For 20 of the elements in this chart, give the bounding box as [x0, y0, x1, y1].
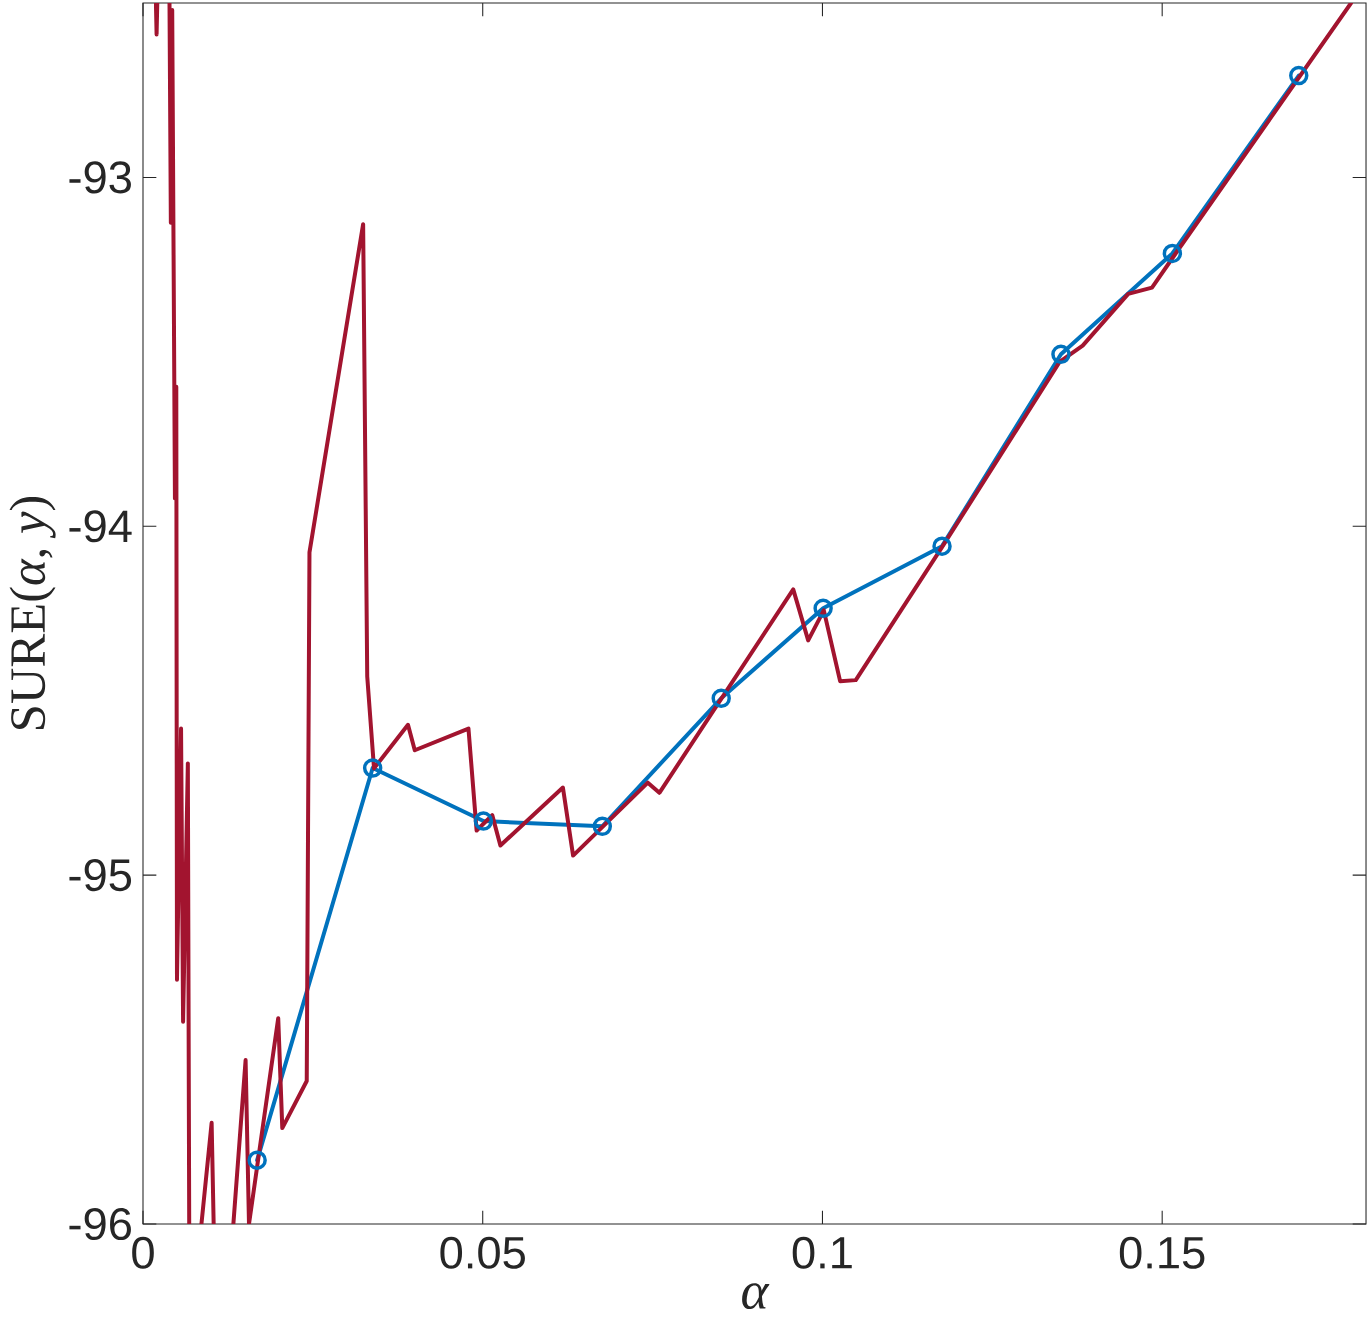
point [932, 536, 952, 556]
y-tick-label: -93 [69, 161, 131, 194]
y-tick-label: -96 [69, 1207, 131, 1241]
point [711, 688, 731, 708]
y-axis-title: SURE(α, y) [9, 496, 56, 729]
x-tick-label: 0.05 [440, 1236, 525, 1269]
x-tick-label: 0 [132, 1236, 154, 1269]
point [247, 1150, 267, 1170]
point [1162, 243, 1183, 264]
x-tick-label: 0.15 [1119, 1236, 1205, 1269]
point [362, 758, 383, 778]
x-tick-label: 0.1 [792, 1236, 852, 1269]
y-tick-label: -95 [69, 859, 132, 892]
point [813, 598, 833, 618]
point [473, 811, 494, 831]
point [1289, 65, 1309, 86]
point [592, 816, 613, 837]
point [1051, 344, 1071, 365]
x-axis-title: α [742, 1283, 770, 1309]
y-tick-label: -94 [69, 510, 132, 543]
